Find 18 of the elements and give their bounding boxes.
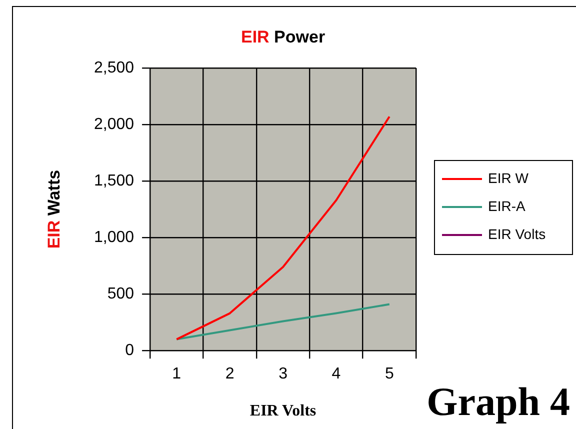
y-tick-label: 1,500 [94, 172, 134, 190]
caption: Graph 4 [426, 378, 570, 425]
legend-label: EIR Volts [488, 226, 546, 242]
chart-title: EIR Power [240, 28, 326, 47]
y-tick-label: 0 [125, 342, 134, 360]
y-tick-label: 1,000 [94, 228, 134, 246]
x-tick-label: 3 [278, 366, 288, 383]
x-tick-label: 5 [384, 366, 394, 383]
x-tick-label: 1 [172, 366, 182, 383]
y-axis-title: EIR Watts [44, 170, 64, 249]
legend-label: EIR-A [488, 198, 526, 214]
y-tick-label: 500 [107, 285, 134, 302]
y-tick-label: 2,500 [94, 59, 134, 76]
legend-label: EIR W [488, 170, 530, 186]
x-tick-label: 4 [332, 366, 341, 383]
x-tick-label: 2 [225, 366, 234, 383]
y-tick-label: 2,000 [94, 116, 134, 133]
x-axis-title: EIR Volts [250, 402, 316, 420]
